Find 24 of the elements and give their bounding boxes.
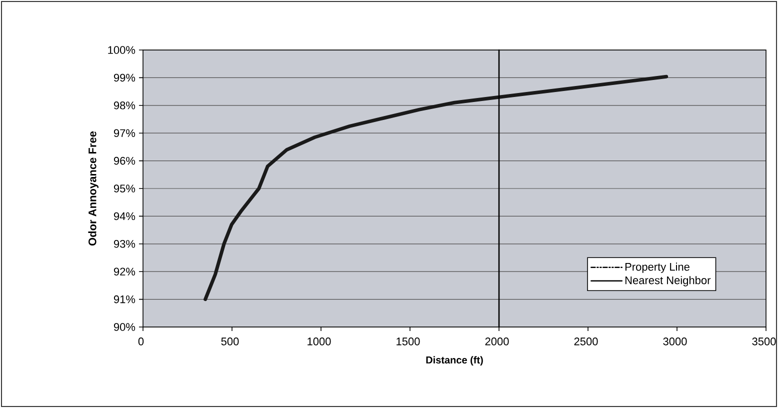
x-tick-label: 3000	[663, 338, 687, 346]
y-tick-label: 100%	[108, 46, 136, 54]
legend-label: Nearest Neighbor	[625, 276, 711, 286]
legend-label: Property Line	[625, 262, 690, 273]
x-tick-label: 1500	[396, 338, 420, 346]
y-tick-label: 96%	[114, 156, 136, 165]
y-axis-title: Odor Annoyance Free	[88, 131, 98, 246]
y-tick-label: 93%	[114, 240, 136, 248]
y-tick-label: 91%	[114, 295, 136, 304]
x-tick-label: 1000	[308, 338, 331, 346]
y-tick-label: 97%	[114, 129, 136, 137]
y-tick-label: 95%	[114, 184, 136, 192]
y-tick-label: 99%	[114, 74, 136, 82]
x-tick-label: 0	[138, 338, 144, 346]
y-tick-label: 94%	[114, 212, 136, 220]
x-tick-label: 500	[221, 338, 239, 346]
x-tick-label: 3500	[752, 338, 776, 346]
line-series	[204, 74, 668, 302]
x-tick-label: 2500	[574, 338, 598, 346]
y-tick-label: 90%	[114, 323, 136, 331]
x-axis-title: Distance (ft)	[426, 356, 483, 366]
y-tick-label: 98%	[114, 102, 136, 110]
x-tick-label: 2000	[485, 338, 509, 346]
y-tick-label: 92%	[114, 268, 136, 276]
